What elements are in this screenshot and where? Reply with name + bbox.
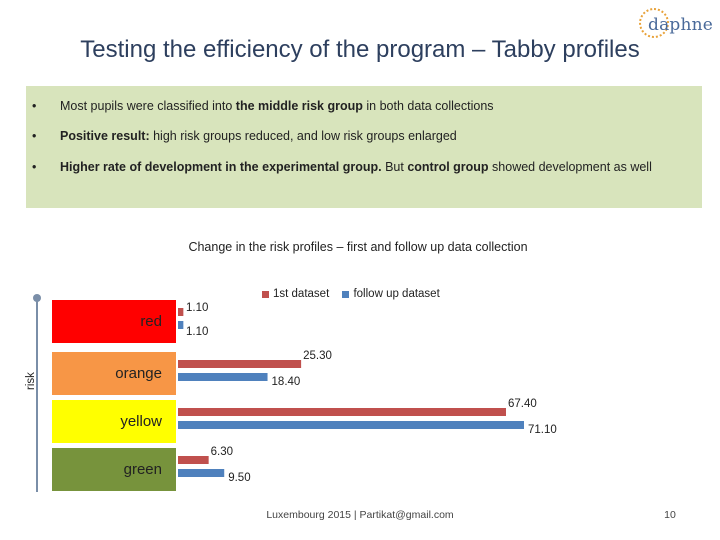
data-label-yellow-followup: 71.10 <box>528 424 557 436</box>
legend-item-followup: follow up dataset <box>342 288 440 300</box>
risk-axis-arrow <box>33 294 41 492</box>
legend-swatch-first <box>262 290 269 298</box>
bar-orange-followup <box>178 373 268 381</box>
bullet-text: Positive result: high risk groups reduce… <box>60 128 676 144</box>
bullet-text-bold: Positive result: <box>60 129 150 143</box>
data-label-orange-followup: 18.40 <box>272 376 301 388</box>
bullet-dot: • <box>32 99 37 113</box>
bullet-text-segment: Most pupils were classified into <box>60 99 236 113</box>
page-number: 10 <box>664 509 676 521</box>
bullet-text-segment: high risk groups reduced, and low risk g… <box>149 129 457 143</box>
slide-title: Testing the efficiency of the program – … <box>80 36 640 63</box>
legend-label-followup: follow up dataset <box>353 288 440 300</box>
category-box-red: red <box>52 300 176 343</box>
bar-red-first <box>178 308 184 316</box>
bullet-text-bold: the middle risk group <box>235 99 363 113</box>
logo-ring-icon <box>639 8 669 38</box>
bar-yellow-first <box>178 408 506 416</box>
data-label-red-first: 1.10 <box>186 302 208 314</box>
category-box-orange: orange <box>52 352 176 395</box>
data-label-green-first: 6.30 <box>211 446 233 458</box>
footer-text: Luxembourg 2015 | Partikat@gmail.com <box>266 509 454 521</box>
data-label-red-followup: 1.10 <box>186 326 208 338</box>
bar-orange-first <box>178 360 302 368</box>
bullet-text-segment: But <box>381 160 408 174</box>
bar-red-followup <box>178 321 184 329</box>
bullet-text: Higher rate of development in the experi… <box>60 159 676 175</box>
chart-title: Change in the risk profiles – first and … <box>188 240 528 254</box>
daphne-logo: daphne <box>634 6 714 42</box>
legend-swatch-followup <box>342 290 350 298</box>
bar-green-first <box>178 456 209 464</box>
data-label-yellow-first: 67.40 <box>508 398 537 410</box>
chart-legend: 1st dataset follow up dataset <box>262 288 450 300</box>
category-box-green: green <box>52 448 176 491</box>
bullet-text-bold: Higher rate of development in the experi… <box>60 160 382 174</box>
data-label-green-followup: 9.50 <box>228 472 250 484</box>
bullet-text: Most pupils were classified into the mid… <box>60 98 676 114</box>
legend-item-first: 1st dataset <box>262 288 329 300</box>
data-label-orange-first: 25.30 <box>303 350 332 362</box>
logo-text: daphne <box>648 15 714 35</box>
bullet-text-bold: control group <box>407 160 489 174</box>
bullet-text-segment: showed development as well <box>488 160 652 174</box>
bullet-box: • Most pupils were classified into the mi… <box>26 86 702 208</box>
category-box-yellow: yellow <box>52 400 176 443</box>
legend-label-first: 1st dataset <box>273 288 330 300</box>
bar-yellow-followup <box>178 421 524 429</box>
bullet-dot: • <box>32 129 37 143</box>
bullet-dot: • <box>32 160 37 174</box>
bullet-text-segment: in both data collections <box>362 99 494 113</box>
bar-green-followup <box>178 469 225 477</box>
